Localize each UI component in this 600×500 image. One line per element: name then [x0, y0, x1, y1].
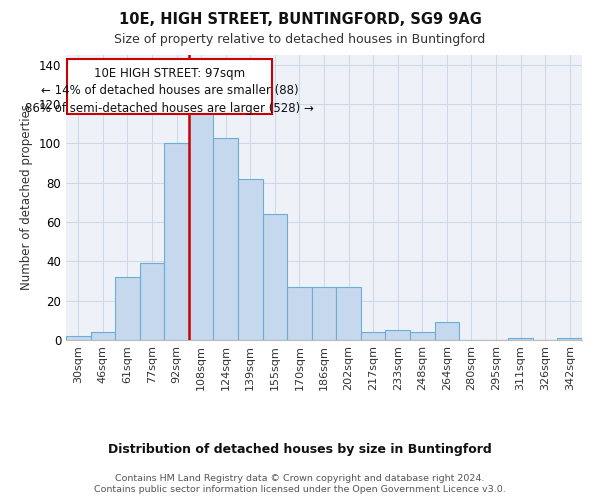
- Bar: [434, 322, 459, 340]
- Bar: [385, 330, 410, 340]
- Text: 10E HIGH STREET: 97sqm: 10E HIGH STREET: 97sqm: [94, 67, 245, 80]
- Y-axis label: Number of detached properties: Number of detached properties: [20, 104, 33, 290]
- Bar: [164, 144, 189, 340]
- Text: Size of property relative to detached houses in Buntingford: Size of property relative to detached ho…: [115, 32, 485, 46]
- Bar: [508, 338, 533, 340]
- Bar: [238, 179, 263, 340]
- Bar: [189, 110, 214, 340]
- Text: Contains public sector information licensed under the Open Government Licence v3: Contains public sector information licen…: [94, 485, 506, 494]
- Bar: [140, 264, 164, 340]
- Text: ← 14% of detached houses are smaller (88): ← 14% of detached houses are smaller (88…: [41, 84, 299, 98]
- Bar: [263, 214, 287, 340]
- Bar: [287, 287, 312, 340]
- Bar: [336, 287, 361, 340]
- FancyBboxPatch shape: [67, 59, 272, 114]
- Text: Distribution of detached houses by size in Buntingford: Distribution of detached houses by size …: [108, 442, 492, 456]
- Bar: [312, 287, 336, 340]
- Bar: [410, 332, 434, 340]
- Text: 10E, HIGH STREET, BUNTINGFORD, SG9 9AG: 10E, HIGH STREET, BUNTINGFORD, SG9 9AG: [119, 12, 481, 28]
- Bar: [361, 332, 385, 340]
- Text: Contains HM Land Registry data © Crown copyright and database right 2024.: Contains HM Land Registry data © Crown c…: [115, 474, 485, 483]
- Text: 86% of semi-detached houses are larger (528) →: 86% of semi-detached houses are larger (…: [25, 102, 314, 115]
- Bar: [557, 338, 582, 340]
- Bar: [214, 138, 238, 340]
- Bar: [66, 336, 91, 340]
- Bar: [91, 332, 115, 340]
- Bar: [115, 277, 140, 340]
